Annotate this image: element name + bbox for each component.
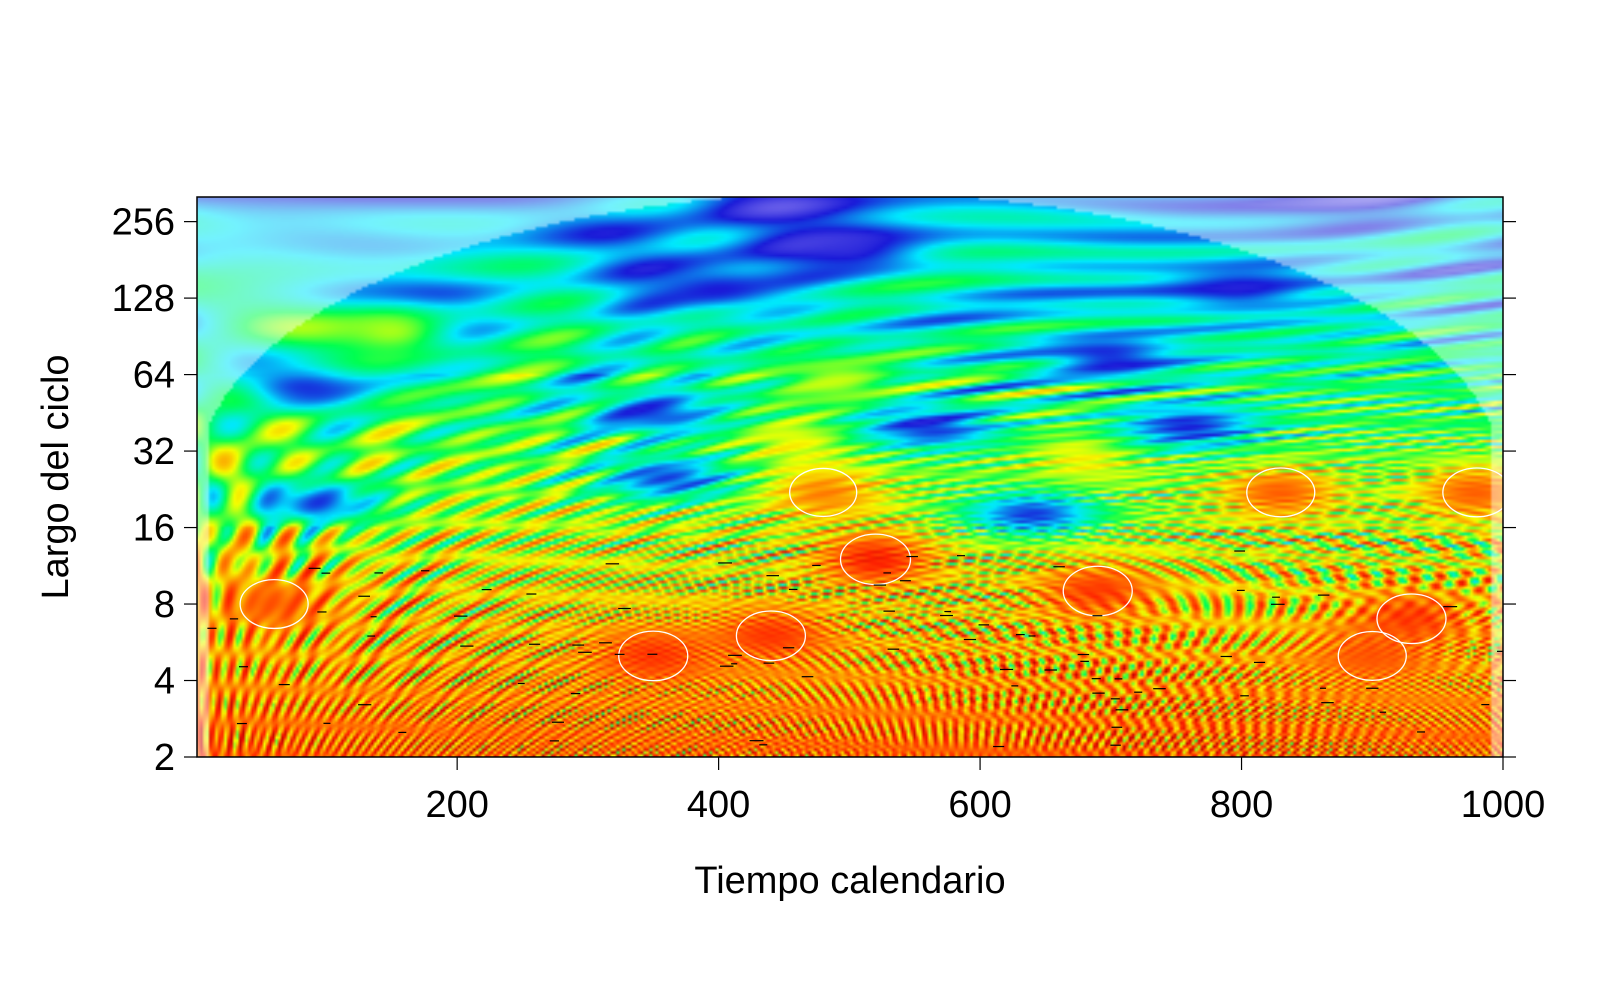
x-axis-title: Tiempo calendario — [694, 860, 1005, 902]
x-tick-label: 1000 — [1461, 784, 1546, 826]
y-tick-label: 32 — [133, 431, 175, 473]
y-tick-label: 256 — [112, 202, 175, 244]
power-heatmap — [197, 197, 1503, 757]
x-tick-label: 800 — [1210, 784, 1273, 826]
plot-area — [197, 197, 1503, 757]
y-tick-label: 16 — [133, 508, 175, 550]
significance-contour — [239, 578, 309, 630]
y-axis: 2 4 8 16 32 64 128 256 — [112, 202, 1516, 779]
y-tick-label: 2 — [154, 737, 175, 779]
significance-contour — [789, 467, 858, 518]
y-axis-title: Largo del ciclo — [35, 354, 77, 599]
significance-contour — [1376, 593, 1447, 645]
significance-contour — [618, 630, 689, 682]
x-tick-label: 400 — [687, 784, 750, 826]
y-tick-label: 4 — [154, 661, 175, 703]
plot-frame — [196, 196, 1504, 758]
y-tick-label: 8 — [154, 584, 175, 626]
significance-contour — [1442, 467, 1503, 518]
x-axis: 200 400 600 800 1000 — [425, 757, 1545, 826]
y-tick-label: 64 — [133, 355, 175, 397]
significance-contour — [735, 610, 807, 662]
y-tick-label: 128 — [112, 278, 175, 320]
significance-contour — [1337, 630, 1407, 681]
x-tick-label: 600 — [948, 784, 1011, 826]
x-tick-label: 200 — [425, 784, 488, 826]
ridge-marks — [207, 550, 1503, 748]
significance-contour — [1246, 467, 1316, 518]
